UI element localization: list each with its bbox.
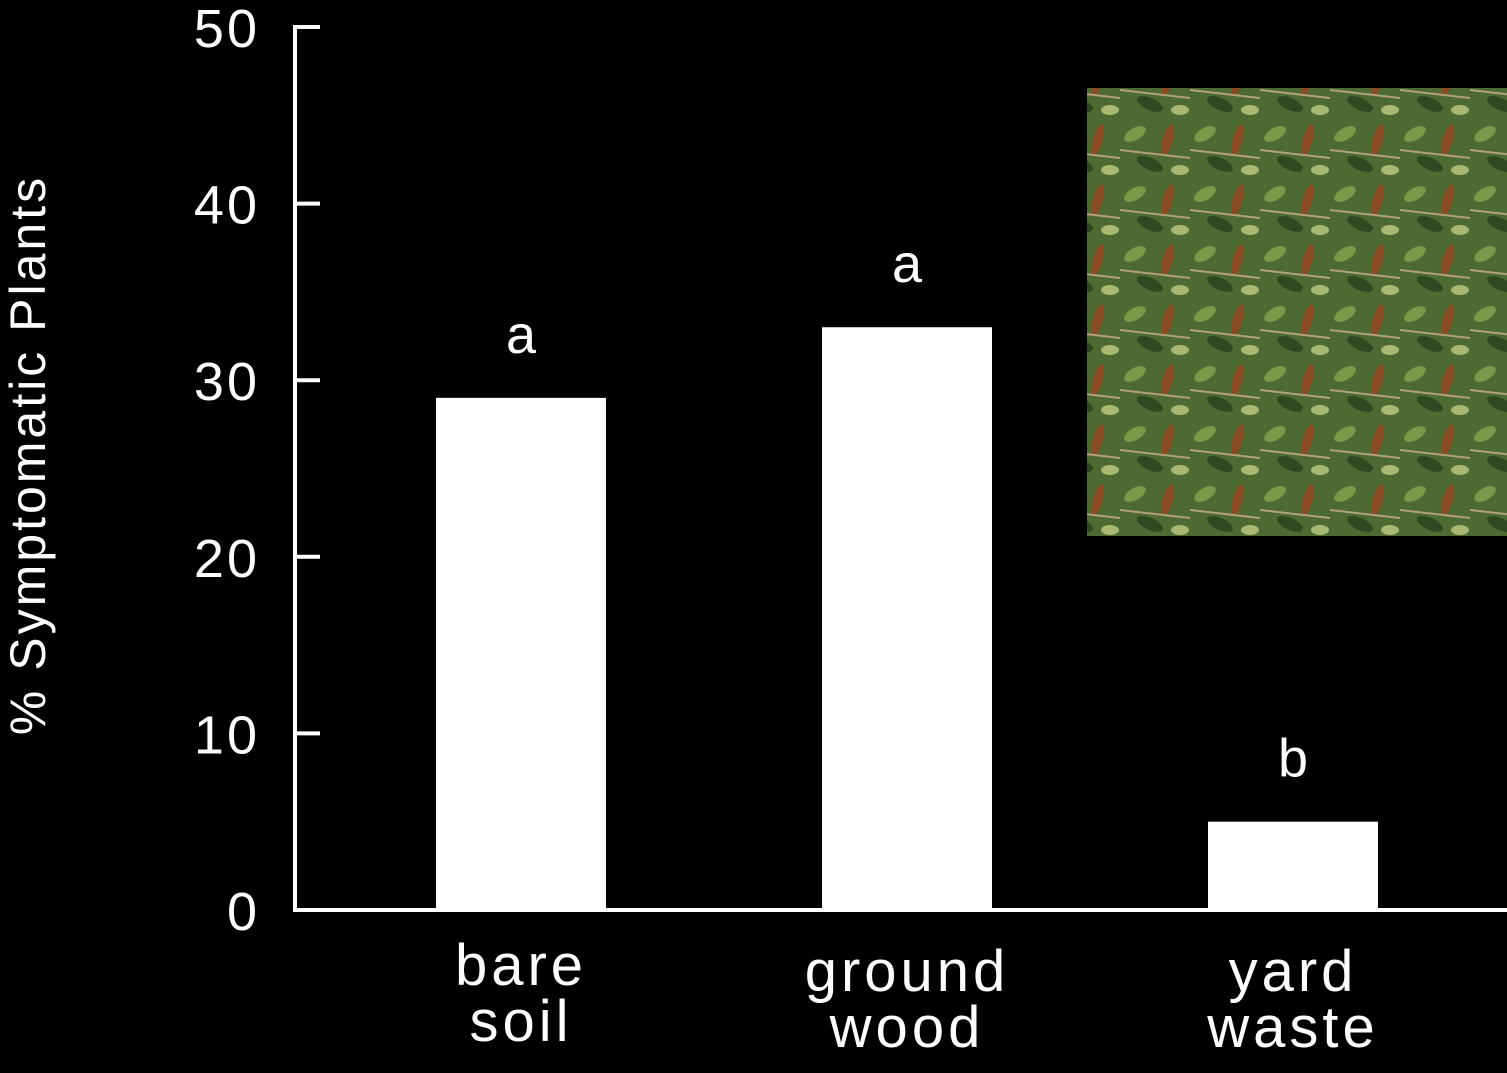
inset-photo <box>1087 88 1507 536</box>
y-tick-label: 40 <box>194 176 260 236</box>
significance-letter: b <box>1278 729 1308 789</box>
y-tick-label: 0 <box>227 882 260 942</box>
y-tick-label: 50 <box>194 0 260 59</box>
bar <box>822 327 992 910</box>
y-tick-label: 10 <box>194 705 260 765</box>
significance-letter: a <box>506 305 537 365</box>
y-tick-label: 30 <box>194 352 260 412</box>
significance-letter: a <box>892 234 923 294</box>
bar <box>436 398 606 910</box>
x-tick-label: yard waste <box>1143 944 1443 1056</box>
y-axis-label: % Symptomatic Plants <box>0 175 56 735</box>
bar <box>1208 822 1378 910</box>
x-tick-label: bare soil <box>371 938 671 1050</box>
x-tick-label: ground wood <box>757 944 1057 1056</box>
chart: % Symptomatic Plants 0 10 20 30 40 50 a a b <box>0 0 1507 1073</box>
y-tick-label: 20 <box>194 529 260 589</box>
page: % Symptomatic Plants 0 10 20 30 40 50 a a b bare… <box>0 0 1507 1073</box>
